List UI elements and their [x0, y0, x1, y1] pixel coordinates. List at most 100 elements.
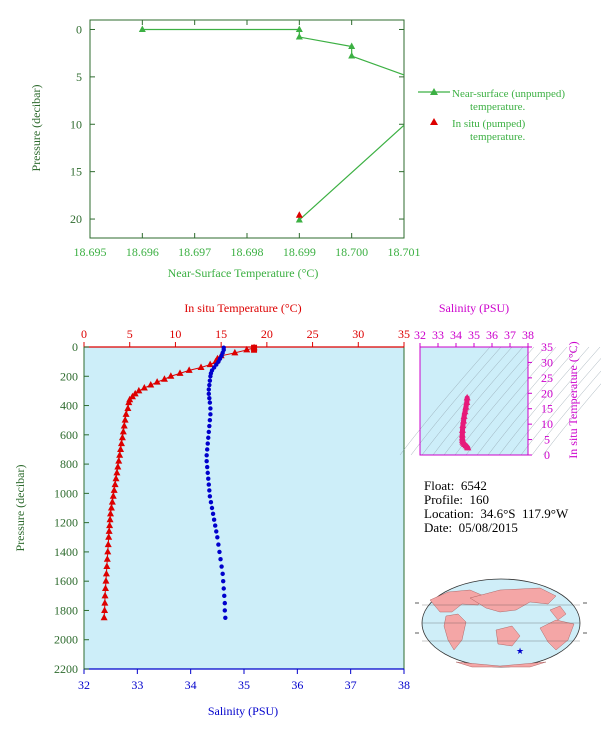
salinity-point	[217, 549, 222, 555]
ts-point	[458, 426, 466, 433]
star-icon: ★	[516, 646, 524, 656]
profile-ticks: 0 5 10 15 20 25 30 35 32 33 34 35 36 37 38 0 200 400 600 80…	[54, 327, 410, 692]
salinity-point	[207, 488, 212, 493]
ts-density-contour	[542, 383, 601, 456]
ts-x-tick-label: 33	[432, 328, 444, 342]
salinity-point	[220, 571, 225, 577]
near-surface-plot-frame	[89, 19, 405, 239]
ts-density-contour	[520, 358, 601, 456]
temperature-point	[108, 498, 116, 505]
salinity-point	[206, 476, 211, 481]
ts-y-tick-label: 30	[541, 355, 553, 369]
temperature-point	[124, 404, 132, 411]
ns-unpumped-point	[295, 25, 303, 32]
salinity-point	[206, 482, 211, 487]
ns-x-tick-label: 18.701	[388, 245, 421, 259]
ns-unpumped-point	[295, 215, 303, 223]
ts-density-contour	[432, 346, 524, 456]
salinity-point	[204, 458, 209, 464]
sal-tick-label: 32	[78, 678, 90, 692]
ns-unpumped-point	[295, 33, 303, 40]
temp-tick-label: 20	[261, 327, 273, 341]
temperature-point	[100, 613, 108, 621]
ts-y-tick-label: 15	[541, 402, 553, 416]
temperature-point	[120, 422, 128, 429]
ts-density-contour	[443, 346, 535, 456]
sal-tick-label: 33	[131, 678, 143, 692]
pressure-tick-label: 1600	[54, 574, 78, 588]
temperature-point	[105, 533, 113, 540]
salinity-point	[205, 447, 210, 452]
salinity-point	[206, 429, 211, 435]
temperature-point	[153, 378, 161, 385]
salinity-point	[214, 529, 219, 534]
ns-pumped-point	[295, 211, 303, 218]
salinity-point	[207, 400, 213, 405]
ts-point	[464, 443, 472, 451]
sal-tick-label: 38	[398, 678, 410, 692]
temperature-point	[121, 416, 129, 423]
legend-label-pumped-line2: temperature.	[470, 131, 526, 143]
temperature-point	[118, 433, 126, 441]
ts-right-y-label: In situ Temperature (°C)	[566, 341, 580, 458]
temperature-point	[110, 486, 118, 493]
near-surface-chart: 18.695 18.696 18.697 18.698 18.699 18.700 18.7…	[29, 19, 568, 280]
ts-y-tick-label: 20	[541, 386, 553, 400]
temperature-point	[231, 348, 239, 356]
temperature-point	[197, 363, 205, 370]
temperature-point	[103, 562, 111, 570]
ts-density-contour	[498, 346, 590, 456]
salinity-point	[205, 470, 210, 476]
ns-unpumped-line	[298, 124, 405, 221]
sal-tick-label: 35	[238, 678, 250, 692]
legend-label-unpumped-line2: temperature.	[470, 101, 526, 113]
temperature-point	[109, 492, 117, 499]
temperature-point	[102, 569, 110, 577]
profile-y-label: Pressure (decibar)	[13, 465, 27, 552]
temperature-point	[104, 547, 112, 555]
pressure-tick-label: 200	[60, 369, 78, 383]
ns-unpumped-point	[348, 42, 356, 50]
legend-marker-unpumped	[430, 88, 438, 95]
ns-y-tick-label: 20	[70, 212, 82, 226]
salinity-point	[211, 517, 217, 522]
near-surface-x-label: Near-Surface Temperature (°C)	[168, 266, 319, 280]
ns-unpumped-point	[138, 25, 146, 32]
temperature-point	[147, 381, 155, 388]
salinity-point	[207, 382, 212, 388]
temperature-point	[125, 398, 133, 406]
ns-x-tick-label: 18.696	[126, 245, 159, 259]
temp-tick-label: 30	[352, 327, 364, 341]
salinity-point	[207, 423, 212, 429]
salinity-point	[204, 453, 209, 458]
ts-point	[463, 393, 471, 401]
ts-y-tick-label: 0	[544, 448, 550, 462]
temperature-point	[117, 439, 125, 447]
salinity-point	[208, 374, 213, 379]
ts-x-tick-label: 32	[414, 328, 426, 342]
pressure-tick-label: 0	[72, 340, 78, 354]
temperature-surface-marker	[251, 344, 258, 353]
pressure-tick-label: 2000	[54, 633, 78, 647]
sal-tick-label: 36	[291, 678, 303, 692]
temperature-point	[106, 515, 114, 523]
ts-density-contour	[487, 346, 579, 456]
near-surface-y-ticks: 0 5 10 15 20	[70, 22, 404, 226]
float-info-profile: Profile: 160	[424, 492, 489, 507]
temp-tick-label: 15	[215, 327, 227, 341]
map-graticule	[415, 602, 587, 642]
temperature-point	[107, 509, 115, 517]
float-info-float: Float: 6542	[424, 478, 487, 493]
near-surface-legend: Near-surface (unpumped) temperature. In …	[418, 88, 568, 143]
ts-point	[461, 407, 469, 415]
salinity-point	[210, 511, 216, 517]
salinity-point	[222, 593, 227, 599]
salinity-point	[222, 608, 227, 613]
temperature-point	[176, 369, 184, 376]
profile-series	[100, 343, 258, 621]
legend-label-unpumped: Near-surface (unpumped) temperature.	[452, 88, 568, 113]
temperature-point	[185, 366, 193, 373]
near-surface-x-ticks: 18.695 18.696 18.697 18.698 18.699 18.700 18.7…	[74, 20, 421, 259]
ts-x-tick-label: 36	[486, 328, 498, 342]
